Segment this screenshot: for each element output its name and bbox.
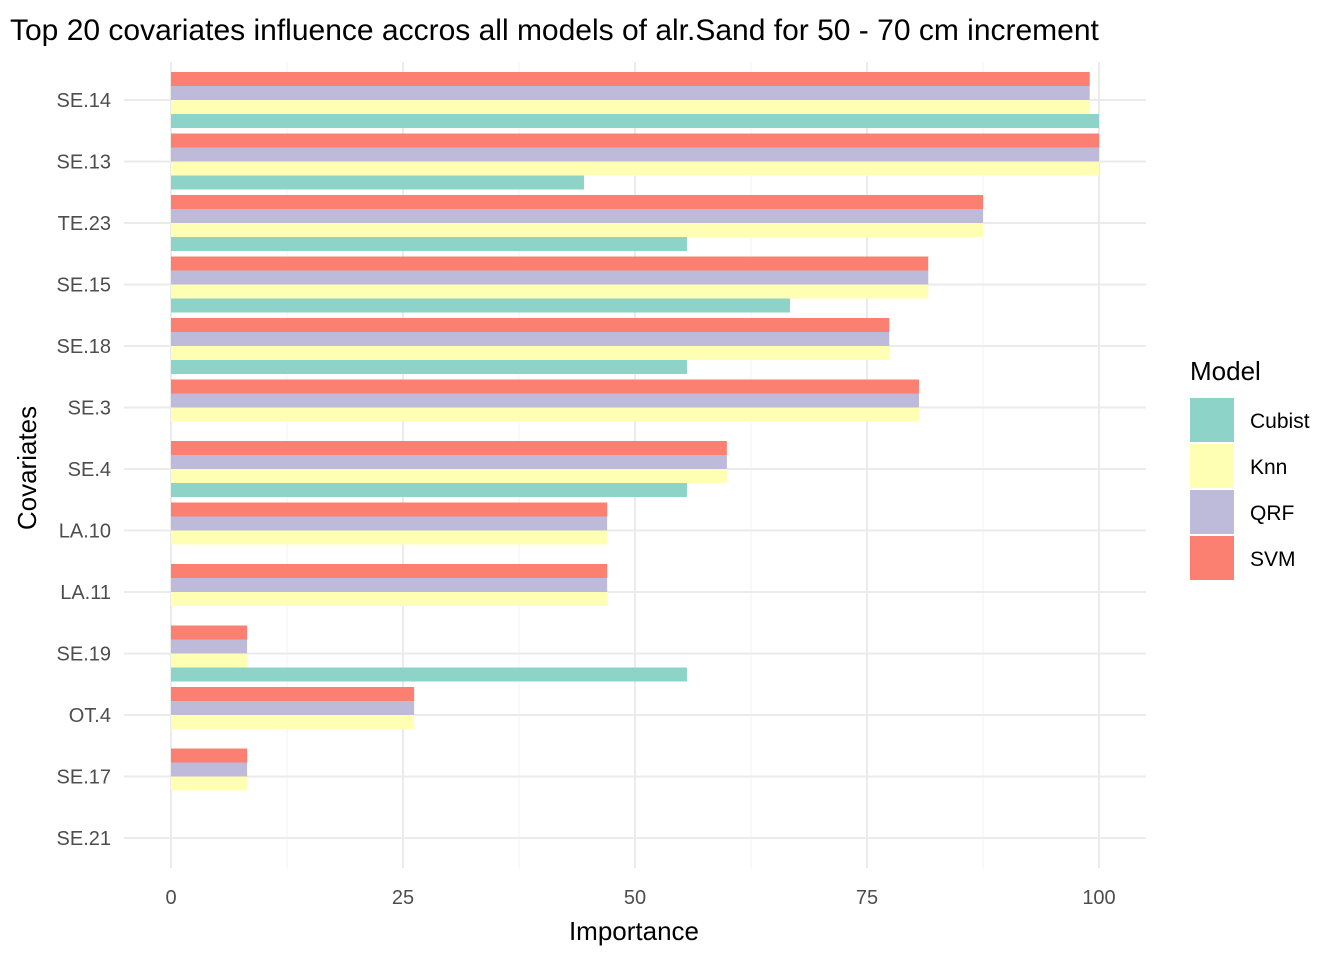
chart-title: Top 20 covariates influence accros all m…: [10, 14, 1100, 47]
y-tick-label: LA.10: [59, 521, 111, 543]
y-tick-label: SE.14: [57, 90, 111, 112]
y-tick-labels: SE.14 SE.13 TE.23 SE.15 SE.18 SE.3 SE.4 LA.10 LA…: [57, 90, 111, 850]
x-tick-label: 50: [624, 887, 646, 909]
legend-key-svm: [1190, 536, 1234, 580]
bar-qrf-te-23: [171, 209, 983, 223]
x-tick-label: 75: [856, 887, 878, 909]
legend-key-knn: [1190, 444, 1234, 488]
bar-cubist-te-23: [171, 237, 687, 251]
legend-label-knn: Knn: [1250, 456, 1287, 479]
y-tick-label: SE.18: [57, 336, 111, 358]
y-tick-label: SE.3: [68, 398, 111, 420]
bar-knn-se-17: [171, 776, 248, 791]
y-tick-label: SE.4: [68, 459, 111, 481]
legend-label-cubist: Cubist: [1250, 410, 1310, 433]
y-tick-label: TE.23: [58, 213, 111, 235]
bar-knn-se-15: [171, 284, 929, 299]
bar-qrf-se-14: [171, 86, 1090, 100]
bar-qrf-se-17: [171, 762, 248, 777]
bar-svm-se-15: [171, 256, 929, 271]
bar-qrf-se-19: [171, 639, 248, 654]
legend-label-qrf: QRF: [1250, 502, 1294, 525]
bar-knn-se-19: [171, 653, 248, 668]
y-tick-label: SE.21: [57, 828, 111, 850]
bar-svm-ot-4: [171, 687, 415, 701]
y-tick-label: SE.17: [57, 767, 111, 789]
bar-svm-te-23: [171, 195, 983, 209]
bar-knn-se-18: [171, 346, 890, 360]
bar-qrf-ot-4: [171, 701, 415, 715]
bar-knn-se-14: [171, 100, 1090, 114]
y-tick-label: LA.11: [60, 582, 111, 604]
x-tick-labels: 0 25 50 75 100: [165, 887, 1115, 909]
y-axis-title: Covariates: [12, 406, 42, 530]
x-axis-title: Importance: [569, 916, 699, 946]
bar-cubist-se-4: [171, 483, 687, 497]
bar-cubist-se-13: [171, 175, 584, 190]
bar-qrf-la-11: [171, 578, 608, 592]
bar-cubist-se-18: [171, 360, 687, 374]
x-tick-label: 100: [1082, 887, 1115, 909]
bar-qrf-se-13: [171, 147, 1099, 162]
bar-qrf-se-18: [171, 332, 890, 346]
bar-qrf-se-4: [171, 455, 727, 469]
bar-knn-la-11: [171, 592, 608, 606]
legend-key-qrf: [1190, 490, 1234, 534]
bars: [171, 72, 1099, 791]
bar-knn-se-3: [171, 407, 919, 422]
bar-svm-se-3: [171, 379, 919, 394]
bar-qrf-se-3: [171, 393, 919, 408]
bar-knn-te-23: [171, 223, 983, 237]
bar-svm-la-10: [171, 502, 608, 517]
bar-cubist-se-19: [171, 667, 687, 682]
y-tick-label: SE.19: [57, 644, 111, 666]
bar-svm-la-11: [171, 564, 608, 578]
bar-svm-se-18: [171, 318, 890, 332]
bar-svm-se-4: [171, 441, 727, 455]
legend-title: Model: [1190, 356, 1261, 386]
bar-svm-se-17: [171, 748, 248, 763]
bar-svm-se-19: [171, 625, 248, 640]
bar-knn-ot-4: [171, 715, 415, 729]
bar-svm-se-13: [171, 133, 1099, 148]
legend: Model Cubist Knn QRF SVM: [1190, 356, 1310, 580]
bar-cubist-se-15: [171, 298, 790, 313]
y-tick-label: SE.13: [57, 152, 111, 174]
bar-cubist-se-14: [171, 114, 1099, 128]
x-tick-label: 0: [165, 887, 176, 909]
bar-knn-se-4: [171, 469, 727, 483]
bar-svm-se-14: [171, 72, 1090, 86]
legend-label-svm: SVM: [1250, 548, 1296, 571]
bar-knn-se-13: [171, 161, 1099, 176]
x-tick-label: 25: [392, 887, 414, 909]
y-tick-label: OT.4: [69, 705, 111, 727]
bar-qrf-se-15: [171, 270, 929, 285]
bar-qrf-la-10: [171, 516, 608, 531]
legend-key-cubist: [1190, 398, 1234, 442]
y-tick-label: SE.15: [57, 275, 111, 297]
bar-knn-la-10: [171, 530, 608, 545]
